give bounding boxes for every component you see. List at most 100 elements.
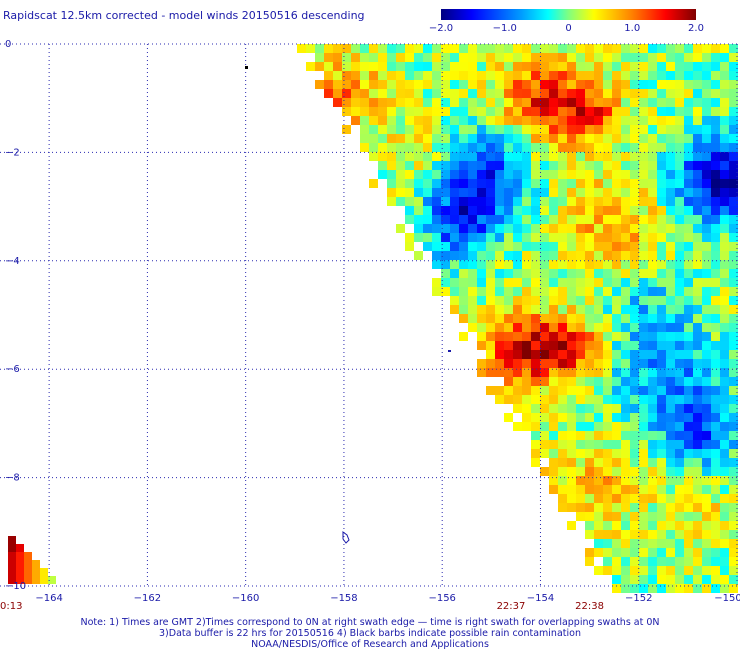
wind-cell xyxy=(504,197,513,206)
wind-cell xyxy=(576,449,585,458)
wind-cell xyxy=(522,152,531,161)
wind-cell xyxy=(594,233,603,242)
wind-cell xyxy=(666,395,675,404)
wind-cell xyxy=(702,215,711,224)
wind-cell xyxy=(360,80,369,89)
wind-cell xyxy=(396,134,405,143)
wind-cell xyxy=(585,323,594,332)
wind-cell xyxy=(441,278,450,287)
wind-cell xyxy=(522,368,531,377)
wind-cell xyxy=(702,305,711,314)
wind-cell xyxy=(630,584,639,593)
wind-cell xyxy=(450,197,459,206)
wind-cell xyxy=(504,215,513,224)
wind-cell xyxy=(648,413,657,422)
wind-cell xyxy=(675,575,684,584)
wind-cell xyxy=(720,188,729,197)
wind-cell xyxy=(585,422,594,431)
wind-cell xyxy=(585,206,594,215)
wind-cell xyxy=(522,242,531,251)
wind-cell xyxy=(684,260,693,269)
wind-cell xyxy=(549,170,558,179)
wind-cell xyxy=(612,530,621,539)
wind-cell xyxy=(684,269,693,278)
wind-cell xyxy=(567,206,576,215)
wind-cell xyxy=(540,404,549,413)
wind-cell xyxy=(414,134,423,143)
wind-cell xyxy=(24,576,32,584)
wind-cell xyxy=(594,503,603,512)
wind-cell xyxy=(675,134,684,143)
wind-cell xyxy=(486,71,495,80)
wind-cell xyxy=(630,557,639,566)
wind-cell xyxy=(333,44,342,53)
wind-cell xyxy=(522,332,531,341)
wind-cell xyxy=(720,305,729,314)
wind-cell xyxy=(603,341,612,350)
wind-cell xyxy=(711,377,720,386)
wind-cell xyxy=(666,341,675,350)
figure-title: Rapidscat 12.5km corrected - model winds… xyxy=(3,9,365,22)
wind-cell xyxy=(711,512,720,521)
wind-cell xyxy=(522,422,531,431)
wind-cell xyxy=(450,242,459,251)
wind-cell xyxy=(711,152,720,161)
wind-cell xyxy=(729,368,738,377)
wind-cell xyxy=(702,71,711,80)
wind-cell xyxy=(387,98,396,107)
wind-cell xyxy=(729,413,738,422)
wind-cell xyxy=(522,413,531,422)
wind-cell xyxy=(711,521,720,530)
wind-cell xyxy=(621,89,630,98)
wind-cell xyxy=(594,377,603,386)
wind-cell xyxy=(540,359,549,368)
wind-cell xyxy=(522,107,531,116)
wind-cell xyxy=(639,323,648,332)
wind-cell xyxy=(675,530,684,539)
wind-cell xyxy=(684,107,693,116)
wind-cell xyxy=(351,80,360,89)
wind-cell xyxy=(495,197,504,206)
wind-cell xyxy=(720,530,729,539)
wind-cell xyxy=(459,296,468,305)
wind-cell xyxy=(531,251,540,260)
wind-cell xyxy=(666,359,675,368)
wind-cell xyxy=(684,377,693,386)
wind-cell xyxy=(522,179,531,188)
wind-cell xyxy=(387,89,396,98)
wind-cell xyxy=(648,305,657,314)
wind-cell xyxy=(621,170,630,179)
wind-cell xyxy=(513,377,522,386)
wind-cell xyxy=(333,62,342,71)
wind-cell xyxy=(639,260,648,269)
wind-cell xyxy=(549,242,558,251)
wind-cell xyxy=(657,53,666,62)
wind-cell xyxy=(621,359,630,368)
swath-time-label: 22:37 xyxy=(497,601,526,612)
wind-cell xyxy=(693,395,702,404)
wind-cell xyxy=(666,278,675,287)
wind-cell xyxy=(666,332,675,341)
wind-cell xyxy=(621,53,630,62)
wind-cell xyxy=(729,107,738,116)
wind-cell xyxy=(630,161,639,170)
wind-cell xyxy=(486,224,495,233)
wind-cell xyxy=(576,197,585,206)
wind-cell xyxy=(477,134,486,143)
wind-cell xyxy=(720,296,729,305)
wind-cell xyxy=(576,467,585,476)
wind-cell xyxy=(576,323,585,332)
wind-cell xyxy=(648,188,657,197)
wind-cell xyxy=(603,98,612,107)
wind-cell xyxy=(657,179,666,188)
wind-cell xyxy=(495,80,504,89)
wind-cell xyxy=(693,251,702,260)
wind-cell xyxy=(630,503,639,512)
wind-cell xyxy=(729,404,738,413)
wind-cell xyxy=(603,350,612,359)
wind-cell xyxy=(684,557,693,566)
wind-cell xyxy=(729,197,738,206)
wind-cell xyxy=(648,179,657,188)
wind-cell xyxy=(576,413,585,422)
wind-cell xyxy=(477,98,486,107)
